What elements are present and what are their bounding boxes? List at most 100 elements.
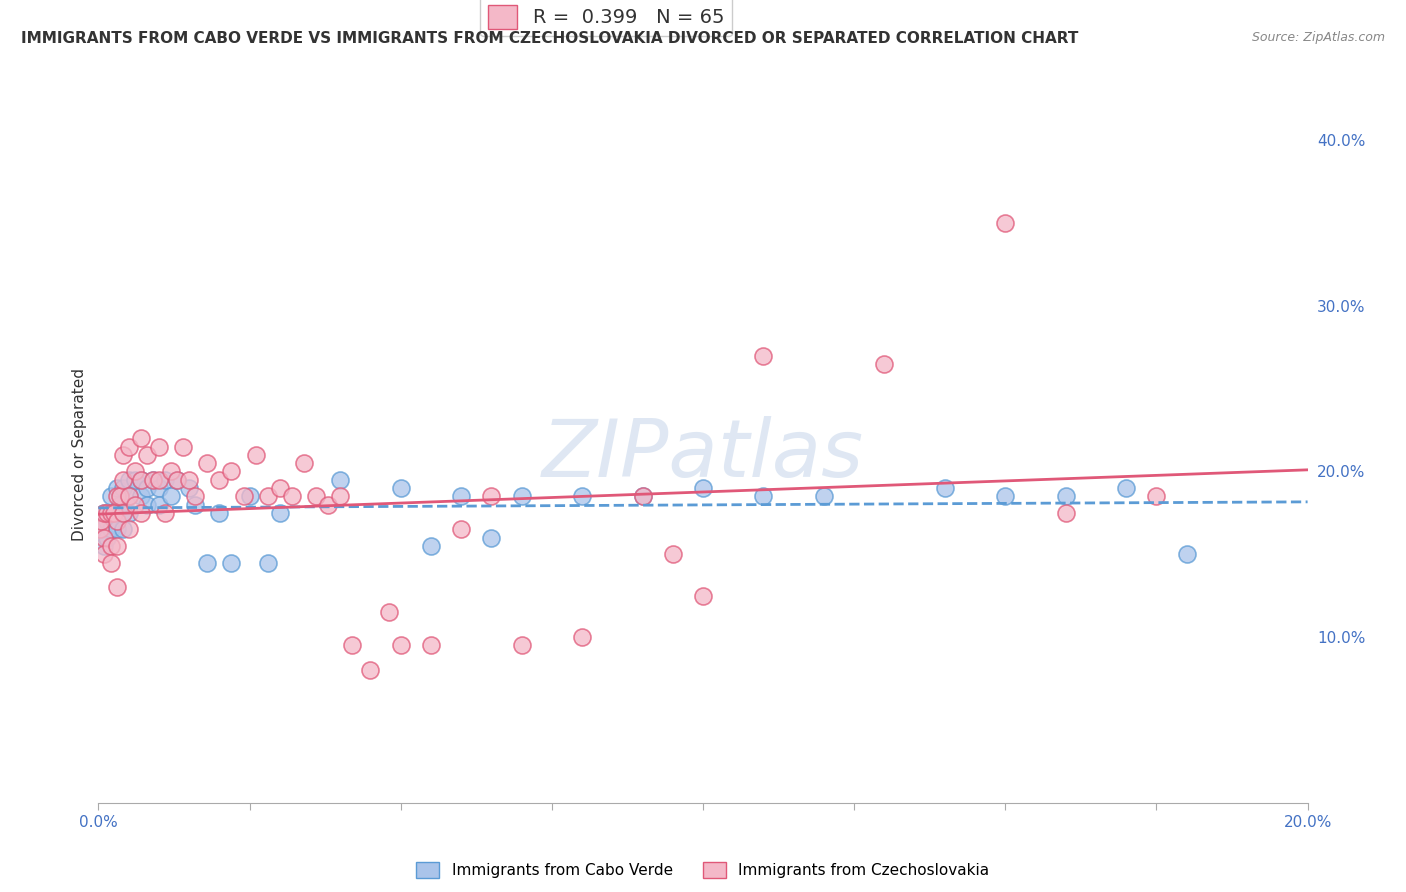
Text: ZIPatlas: ZIPatlas	[541, 416, 865, 494]
Point	[389, 481, 412, 495]
Point	[105, 506, 128, 520]
Point	[631, 489, 654, 503]
Point	[450, 489, 472, 503]
Point	[135, 448, 157, 462]
Point	[571, 630, 593, 644]
Point	[111, 506, 134, 520]
Point	[105, 514, 128, 528]
Point	[118, 489, 141, 503]
Point	[208, 506, 231, 520]
Point	[631, 489, 654, 503]
Point	[100, 489, 122, 503]
Point	[118, 489, 141, 503]
Legend: Immigrants from Cabo Verde, Immigrants from Czechoslovakia: Immigrants from Cabo Verde, Immigrants f…	[411, 856, 995, 884]
Point	[111, 448, 134, 462]
Point	[129, 473, 152, 487]
Point	[269, 506, 291, 520]
Point	[329, 489, 352, 503]
Point	[118, 473, 141, 487]
Point	[100, 539, 122, 553]
Text: IMMIGRANTS FROM CABO VERDE VS IMMIGRANTS FROM CZECHOSLOVAKIA DIVORCED OR SEPARAT: IMMIGRANTS FROM CABO VERDE VS IMMIGRANTS…	[21, 31, 1078, 46]
Point	[129, 473, 152, 487]
Point	[752, 489, 775, 503]
Point	[692, 481, 714, 495]
Point	[1175, 547, 1198, 561]
Point	[221, 556, 243, 570]
Point	[292, 456, 315, 470]
Point	[93, 547, 115, 561]
Point	[994, 489, 1017, 503]
Point	[281, 489, 304, 503]
Point	[571, 489, 593, 503]
Point	[118, 506, 141, 520]
Point	[90, 514, 112, 528]
Point	[661, 547, 683, 561]
Point	[329, 473, 352, 487]
Point	[124, 473, 146, 487]
Point	[481, 531, 503, 545]
Point	[1144, 489, 1167, 503]
Point	[118, 523, 141, 537]
Point	[153, 506, 176, 520]
Point	[100, 556, 122, 570]
Point	[148, 473, 170, 487]
Point	[245, 448, 267, 462]
Point	[1054, 489, 1077, 503]
Point	[93, 506, 115, 520]
Point	[934, 481, 956, 495]
Point	[103, 506, 125, 520]
Point	[172, 440, 194, 454]
Point	[450, 523, 472, 537]
Point	[195, 456, 218, 470]
Point	[316, 498, 339, 512]
Point	[873, 357, 896, 371]
Point	[90, 523, 112, 537]
Point	[129, 506, 152, 520]
Text: Source: ZipAtlas.com: Source: ZipAtlas.com	[1251, 31, 1385, 45]
Point	[256, 489, 278, 503]
Point	[420, 539, 443, 553]
Point	[994, 216, 1017, 230]
Point	[221, 465, 243, 479]
Point	[105, 481, 128, 495]
Point	[166, 473, 188, 487]
Point	[481, 489, 503, 503]
Point	[105, 539, 128, 553]
Point	[135, 481, 157, 495]
Point	[105, 489, 128, 503]
Point	[256, 556, 278, 570]
Point	[160, 489, 183, 503]
Point	[232, 489, 254, 503]
Point	[96, 514, 118, 528]
Point	[166, 473, 188, 487]
Point	[269, 481, 291, 495]
Point	[692, 589, 714, 603]
Point	[510, 639, 533, 653]
Point	[93, 506, 115, 520]
Point	[124, 498, 146, 512]
Point	[103, 506, 125, 520]
Point	[111, 506, 134, 520]
Point	[105, 581, 128, 595]
Point	[108, 498, 131, 512]
Point	[813, 489, 835, 503]
Point	[752, 349, 775, 363]
Point	[142, 473, 165, 487]
Point	[510, 489, 533, 503]
Point	[111, 523, 134, 537]
Point	[208, 473, 231, 487]
Point	[360, 663, 382, 677]
Y-axis label: Divorced or Separated: Divorced or Separated	[72, 368, 87, 541]
Point	[305, 489, 328, 503]
Point	[1115, 481, 1137, 495]
Legend: R =  0.193   N = 53, R =  0.399   N = 65: R = 0.193 N = 53, R = 0.399 N = 65	[481, 0, 733, 37]
Point	[96, 531, 118, 545]
Point	[108, 489, 131, 503]
Point	[148, 498, 170, 512]
Point	[184, 498, 207, 512]
Point	[153, 473, 176, 487]
Point	[342, 639, 364, 653]
Point	[93, 531, 115, 545]
Point	[129, 431, 152, 445]
Point	[1054, 506, 1077, 520]
